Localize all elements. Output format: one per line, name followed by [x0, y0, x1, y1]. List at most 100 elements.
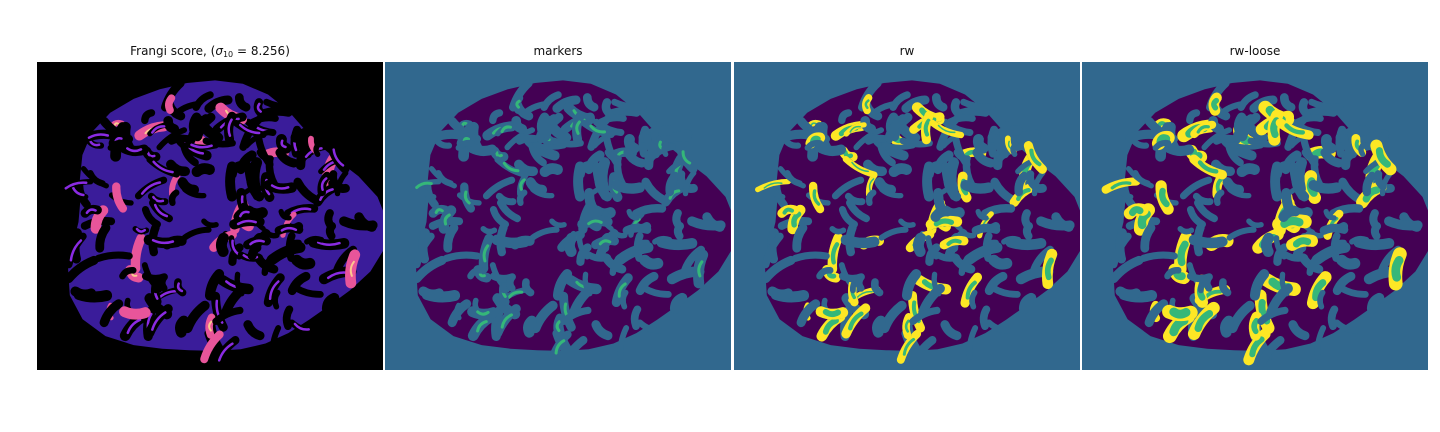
channel-segment	[636, 319, 663, 334]
marker	[1196, 125, 1210, 134]
ridge-response	[238, 123, 261, 135]
ridge-response	[151, 311, 167, 331]
channel-segment	[592, 162, 609, 201]
channel-segment	[1278, 206, 1301, 222]
channel-segment	[428, 166, 457, 189]
channel-segment	[913, 232, 926, 257]
channel-segment	[634, 239, 650, 251]
marker	[555, 320, 561, 332]
ridge-response	[152, 195, 165, 203]
channel-segment	[1320, 134, 1337, 154]
channel-segment	[831, 176, 865, 200]
channel-segment	[1218, 278, 1232, 297]
ridge-response	[256, 102, 262, 113]
channel-layer	[406, 78, 726, 369]
channel-segment	[1192, 192, 1214, 206]
channel-segment	[1164, 143, 1195, 157]
channel-segment	[581, 206, 604, 222]
channel-segment	[1225, 142, 1244, 167]
channel-segment	[620, 289, 629, 310]
marker	[851, 161, 869, 173]
channel-segment	[530, 300, 558, 334]
channel-segment	[661, 141, 670, 157]
channel-segment	[1384, 216, 1423, 231]
ridge-response	[126, 147, 143, 153]
channel-segment	[969, 289, 978, 310]
marker	[763, 182, 783, 189]
marker	[575, 120, 581, 135]
channel-segment	[1308, 98, 1344, 111]
channel-segment	[532, 142, 567, 150]
ridge-response	[249, 239, 265, 246]
channel-segment	[960, 180, 994, 194]
channel-segment	[182, 300, 210, 334]
channel-segment	[953, 149, 971, 162]
channel-segment	[275, 148, 299, 168]
channel-segment	[761, 255, 796, 284]
marker	[933, 218, 955, 227]
channel-segment	[552, 269, 573, 301]
channel-segment	[221, 283, 248, 317]
channel-segment	[119, 306, 151, 320]
channel-segment	[611, 98, 647, 111]
channel-segment	[1249, 269, 1270, 301]
channel-segment	[975, 208, 989, 221]
marker	[500, 125, 512, 134]
channel-segment	[622, 223, 652, 235]
markers-image	[385, 62, 731, 370]
marker	[822, 309, 841, 318]
ridge-response	[316, 241, 341, 247]
channel-segment	[950, 98, 963, 118]
marker	[1177, 240, 1189, 267]
channel-segment	[412, 255, 447, 284]
channel-segment	[971, 223, 1001, 235]
channel-segment	[863, 159, 887, 177]
channel-segment	[682, 170, 697, 197]
channel-segment	[1288, 320, 1310, 341]
ridge-response	[280, 226, 298, 232]
channel-segment	[467, 266, 485, 280]
channel-segment	[119, 266, 137, 280]
channel-segment	[1349, 235, 1370, 245]
marker	[1029, 148, 1042, 167]
channel-segment	[200, 330, 224, 364]
channel-segment	[443, 223, 459, 253]
channel-segment	[191, 163, 215, 178]
marker	[965, 280, 977, 300]
channel-layer	[1101, 78, 1423, 369]
ridge-response	[135, 227, 147, 233]
ridge-response	[190, 143, 213, 149]
marker	[1280, 216, 1304, 228]
channel-segment	[872, 315, 886, 338]
channel-segment	[838, 109, 853, 125]
channel-segment	[521, 278, 535, 297]
channel-segment	[1331, 239, 1347, 251]
channel-segment	[1289, 162, 1306, 201]
channel-segment	[1272, 161, 1290, 179]
rw-loose-panel-title: rw-loose	[1229, 44, 1281, 58]
channel-segment	[1236, 163, 1260, 178]
channel-segment	[442, 251, 481, 262]
marker	[1044, 257, 1054, 281]
channel-segment	[504, 127, 536, 151]
channel-segment	[639, 254, 664, 270]
rw-panel-title: rw	[899, 44, 915, 58]
channel-segment	[168, 189, 180, 207]
ridge-response	[64, 181, 88, 190]
channel-segment	[924, 161, 942, 179]
channel-segment	[528, 142, 547, 167]
channel-segment	[1298, 98, 1311, 118]
channel-segment	[901, 269, 922, 301]
channel-segment	[287, 271, 311, 296]
marker	[1391, 256, 1404, 282]
marker	[1375, 147, 1391, 168]
channel-segment	[796, 299, 821, 328]
channel-segment	[1125, 129, 1162, 143]
channel-segment	[489, 109, 504, 125]
channel-segment	[877, 142, 896, 167]
channel-segment	[325, 222, 337, 241]
channel-segment	[641, 177, 668, 205]
hotspot	[113, 122, 121, 127]
channel-segment	[1213, 189, 1225, 207]
channel-segment	[669, 292, 688, 314]
